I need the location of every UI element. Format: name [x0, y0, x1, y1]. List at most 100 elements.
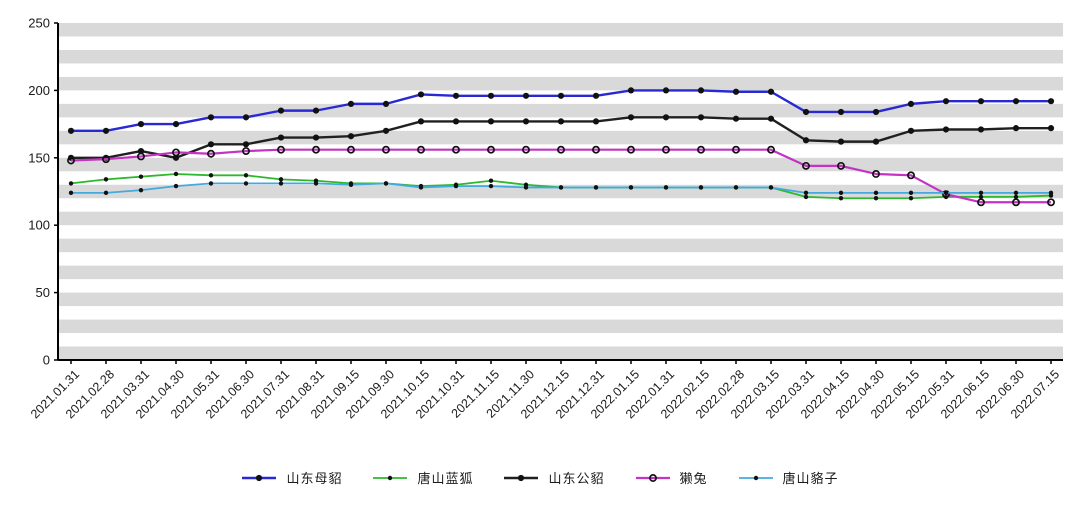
data-point-marker — [557, 145, 565, 154]
legend-item-4: 唐山貉子 — [738, 468, 839, 487]
data-point-marker — [627, 87, 635, 94]
data-point-marker — [277, 134, 285, 141]
data-point-marker — [137, 147, 145, 155]
data-point-marker — [1047, 198, 1055, 207]
y-tick-label: 50 — [36, 285, 50, 300]
data-point-marker — [837, 108, 845, 116]
data-point-marker — [1013, 194, 1019, 200]
y-tick-label: 150 — [28, 150, 50, 165]
legend-item-0: 山东母貂 — [241, 468, 342, 487]
data-point-marker — [767, 88, 775, 95]
data-point-marker — [557, 118, 565, 125]
data-point-marker — [1047, 125, 1055, 132]
data-point-marker — [662, 145, 670, 154]
data-point-marker — [907, 100, 915, 107]
series-markers-2 — [67, 114, 1055, 161]
legend-label: 山东母貂 — [286, 471, 343, 486]
data-point-marker — [872, 138, 880, 145]
data-point-marker — [942, 98, 950, 105]
data-point-marker — [487, 92, 495, 99]
data-point-marker — [977, 198, 985, 207]
data-point-marker — [592, 92, 600, 99]
data-point-marker — [382, 127, 390, 134]
data-point-marker — [278, 181, 284, 186]
data-point-marker — [137, 152, 145, 161]
data-point-marker — [522, 92, 530, 99]
data-point-marker — [593, 185, 599, 190]
data-point-marker — [417, 91, 425, 98]
data-point-marker — [417, 145, 425, 154]
grid-band — [58, 265, 1063, 280]
legend-label: 唐山蓝狐 — [417, 471, 474, 486]
data-point-marker — [557, 92, 565, 99]
data-point-marker — [662, 114, 670, 121]
data-point-marker — [243, 181, 249, 186]
data-point-marker — [1012, 198, 1020, 207]
data-point-marker — [802, 108, 810, 116]
legend-item-1: 唐山蓝狐 — [372, 468, 473, 487]
data-point-marker — [732, 145, 740, 154]
legend-label: 獭兔 — [679, 471, 708, 486]
data-point-marker — [522, 118, 530, 125]
data-point-marker — [138, 187, 144, 193]
data-point-marker — [208, 173, 214, 178]
data-point-marker — [452, 92, 460, 99]
data-point-marker — [663, 185, 669, 190]
data-point-marker — [67, 156, 75, 165]
data-point-marker — [1013, 190, 1019, 196]
data-point-marker — [452, 118, 460, 125]
grid-band — [58, 211, 1063, 226]
legend-swatch-icon — [504, 474, 539, 481]
grid-band — [58, 346, 1063, 360]
data-point-marker — [347, 145, 355, 154]
legend-item-3: 獭兔 — [635, 468, 708, 487]
data-point-marker — [312, 134, 320, 141]
grid-band — [58, 23, 1063, 37]
data-point-marker — [872, 170, 880, 178]
data-point-marker — [172, 121, 180, 128]
data-point-marker — [838, 190, 844, 196]
data-point-marker — [908, 196, 914, 201]
grid-band — [58, 292, 1063, 307]
data-point-marker — [1012, 98, 1020, 105]
legend-swatch-icon — [373, 475, 408, 480]
grid-band — [58, 76, 1063, 91]
y-tick-label: 200 — [28, 83, 50, 98]
data-point-marker — [312, 145, 320, 154]
data-point-marker — [102, 127, 110, 134]
y-tick-label: 250 — [28, 16, 50, 31]
data-point-marker — [383, 181, 389, 186]
data-point-marker — [522, 145, 530, 154]
data-point-marker — [242, 141, 250, 148]
data-point-marker — [1012, 125, 1020, 132]
grid-band — [58, 49, 1063, 64]
data-point-marker — [487, 118, 495, 125]
data-point-marker — [313, 181, 319, 186]
data-point-marker — [767, 145, 775, 154]
legend-swatch-icon — [242, 474, 277, 481]
grid-band — [58, 103, 1063, 118]
grid-band — [58, 157, 1063, 172]
data-point-marker — [68, 181, 74, 186]
data-point-marker — [488, 178, 494, 183]
legend-label: 唐山貉子 — [782, 471, 839, 486]
data-point-marker — [523, 185, 529, 190]
data-point-marker — [102, 155, 110, 164]
data-point-marker — [1047, 98, 1055, 105]
data-point-marker — [768, 185, 774, 190]
data-point-marker — [977, 126, 985, 133]
legend-label: 山东公貂 — [548, 471, 605, 486]
data-point-marker — [558, 185, 564, 190]
data-point-marker — [278, 177, 284, 182]
data-point-marker — [942, 126, 950, 133]
data-point-marker — [592, 118, 600, 125]
data-point-marker — [872, 108, 880, 116]
data-point-marker — [697, 114, 705, 121]
data-point-marker — [452, 145, 460, 154]
data-point-marker — [312, 107, 320, 114]
data-point-marker — [802, 161, 810, 170]
data-point-marker — [907, 127, 915, 134]
series-markers-4 — [68, 181, 1054, 196]
data-point-marker — [802, 137, 810, 144]
data-point-marker — [977, 98, 985, 105]
